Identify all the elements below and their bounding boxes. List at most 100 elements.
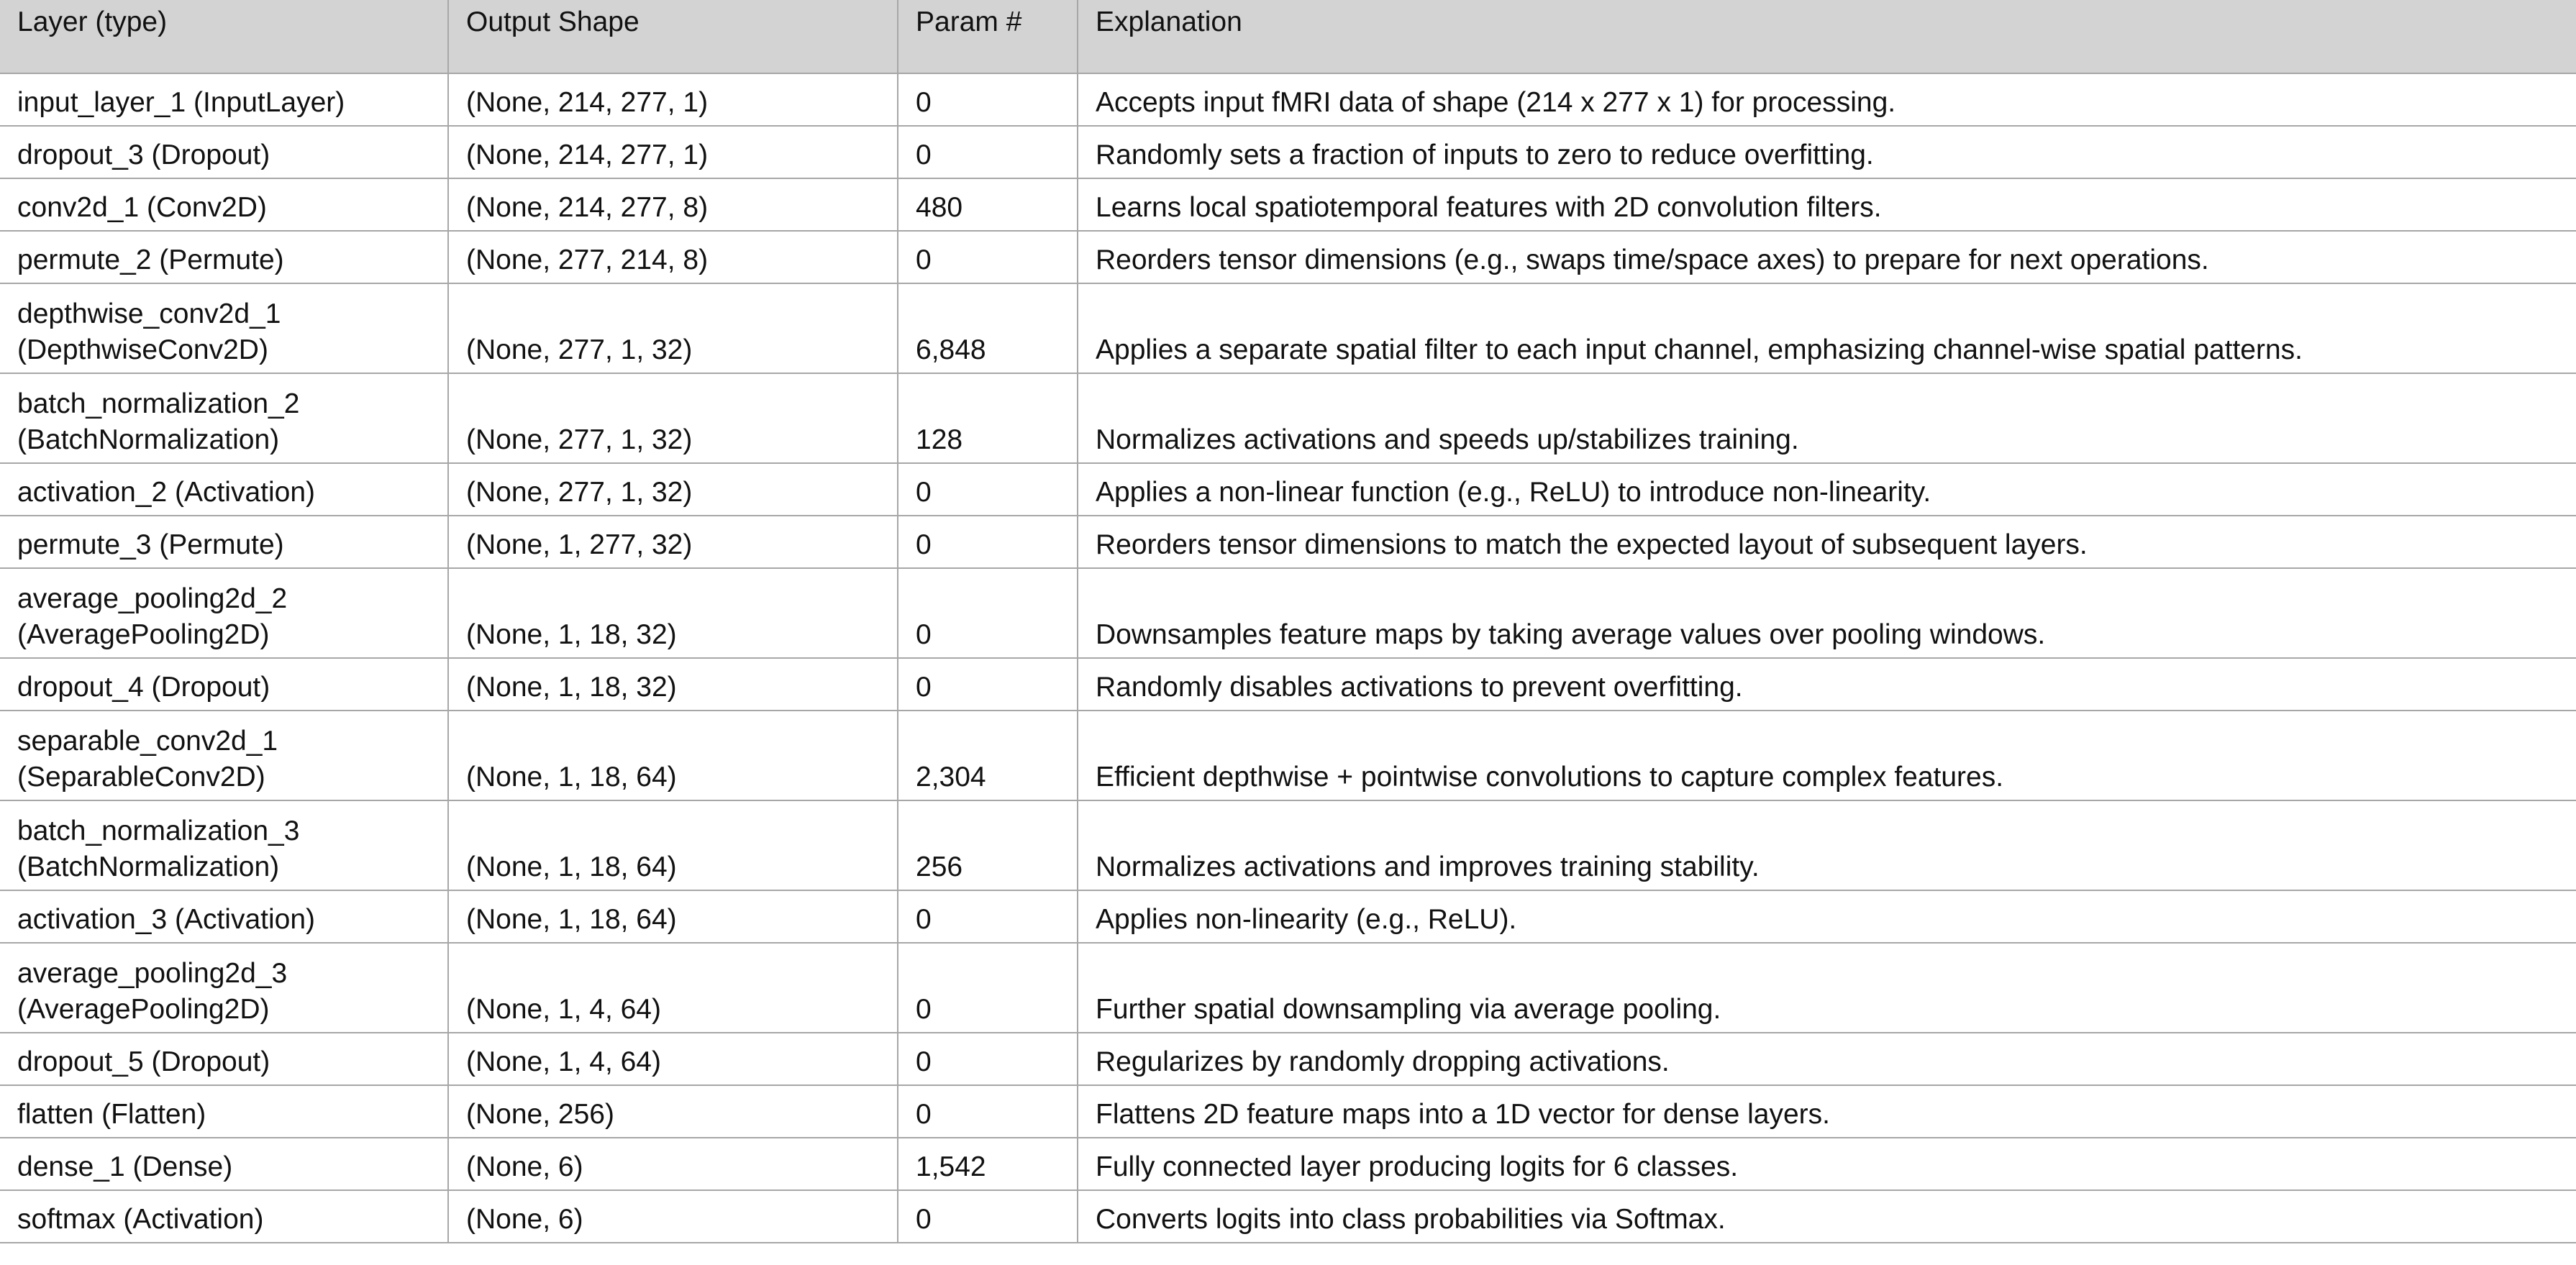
table-row: flatten (Flatten) (None, 256) 0 Flattens 2D… (0, 1085, 2576, 1138)
layer-type-cell: softmax (Activation) (0, 1190, 448, 1243)
output-shape-cell: (None, 277, 1, 32) (447, 373, 898, 464)
layer-type-cell: conv2d_1 (Conv2D) (0, 178, 448, 232)
table-row: dropout_5 (Dropout) (None, 1, 4, 64) 0 Regu… (0, 1033, 2576, 1086)
output-shape-cell: (None, 256) (447, 1085, 898, 1138)
output-shape-cell: (None, 1, 4, 64) (447, 943, 898, 1033)
explanation-cell: Randomly sets a fraction of inputs to ze… (1077, 126, 2576, 179)
explanation-cell: Converts logits into class probabilities… (1077, 1190, 2576, 1243)
output-shape-cell: (None, 1, 18, 32) (447, 568, 898, 659)
layer-type-line: (BatchNormalization) (17, 851, 280, 882)
explanation-cell: Fully connected layer producing logits f… (1077, 1138, 2576, 1191)
table-row: batch_normalization_2 (BatchNormalization… (0, 373, 2576, 464)
header-output-shape: Output Shape (447, 0, 898, 74)
layer-type-cell: batch_normalization_3 (BatchNormalization… (0, 800, 448, 891)
table-row: permute_2 (Permute) (None, 277, 214, 8) 0 R… (0, 231, 2576, 284)
layer-type-cell: activation_2 (Activation) (0, 463, 448, 516)
param-count-cell: 6,848 (897, 283, 1078, 374)
layer-type-line: (DepthwiseConv2D) (17, 334, 268, 365)
layer-type-line: separable_conv2d_1 (17, 726, 278, 757)
output-shape-cell: (None, 214, 277, 1) (447, 73, 898, 127)
layer-type-line: batch_normalization_2 (17, 388, 300, 419)
table-body: input_layer_1 (InputLayer) (None, 214, 27… (0, 73, 2576, 1243)
layer-type-cell: depthwise_conv2d_1 (DepthwiseConv2D) (0, 283, 448, 374)
param-count-cell: 0 (897, 231, 1078, 284)
output-shape-cell: (None, 277, 1, 32) (447, 283, 898, 374)
table-row: input_layer_1 (InputLayer) (None, 214, 27… (0, 73, 2576, 127)
output-shape-cell: (None, 1, 18, 64) (447, 800, 898, 891)
layer-type-line: permute_3 (Permute) (17, 529, 284, 560)
layer-type-cell: dense_1 (Dense) (0, 1138, 448, 1191)
header-explanation: Explanation (1077, 0, 2576, 74)
layer-type-line: permute_2 (Permute) (17, 245, 284, 275)
table-row: dropout_4 (Dropout) (None, 1, 18, 32) 0 Ran… (0, 658, 2576, 711)
explanation-cell: Randomly disables activations to prevent… (1077, 658, 2576, 711)
output-shape-cell: (None, 1, 18, 64) (447, 711, 898, 801)
output-shape-cell: (None, 6) (447, 1190, 898, 1243)
param-count-cell: 0 (897, 516, 1078, 569)
output-shape-cell: (None, 214, 277, 1) (447, 126, 898, 179)
param-count-cell: 0 (897, 943, 1078, 1033)
table-row: separable_conv2d_1 (SeparableConv2D) (None… (0, 711, 2576, 801)
explanation-cell: Downsamples feature maps by taking avera… (1077, 568, 2576, 659)
layer-type-cell: batch_normalization_2 (BatchNormalization… (0, 373, 448, 464)
explanation-cell: Learns local spatiotemporal features wit… (1077, 178, 2576, 232)
table-row: average_pooling2d_2 (AveragePooling2D) (No… (0, 568, 2576, 659)
layer-type-cell: average_pooling2d_2 (AveragePooling2D) (0, 568, 448, 659)
explanation-cell: Regularizes by randomly dropping activat… (1077, 1033, 2576, 1086)
layer-type-cell: dropout_3 (Dropout) (0, 126, 448, 179)
param-count-cell: 2,304 (897, 711, 1078, 801)
explanation-cell: Flattens 2D feature maps into a 1D vecto… (1077, 1085, 2576, 1138)
param-count-cell: 0 (897, 1033, 1078, 1086)
param-count-cell: 0 (897, 1190, 1078, 1243)
table-header: Layer (type) Output Shape Param # Explan… (0, 0, 2576, 74)
layer-type-cell: separable_conv2d_1 (SeparableConv2D) (0, 711, 448, 801)
layer-type-cell: dropout_5 (Dropout) (0, 1033, 448, 1086)
explanation-cell: Efficient depthwise + pointwise convolut… (1077, 711, 2576, 801)
explanation-cell: Normalizes activations and improves trai… (1077, 800, 2576, 891)
layer-type-cell: dropout_4 (Dropout) (0, 658, 448, 711)
explanation-cell: Accepts input fMRI data of shape (214 x … (1077, 73, 2576, 127)
table-row: dropout_3 (Dropout) (None, 214, 277, 1) 0 R… (0, 126, 2576, 179)
table-row: permute_3 (Permute) (None, 1, 277, 32) 0 Re… (0, 516, 2576, 569)
layer-type-line: dropout_5 (Dropout) (17, 1046, 270, 1077)
explanation-cell: Reorders tensor dimensions to match the … (1077, 516, 2576, 569)
header-layer-type: Layer (type) (0, 0, 448, 74)
param-count-cell: 480 (897, 178, 1078, 232)
table-row: conv2d_1 (Conv2D) (None, 214, 277, 8) 480 L… (0, 178, 2576, 232)
output-shape-cell: (None, 1, 277, 32) (447, 516, 898, 569)
param-count-cell: 0 (897, 658, 1078, 711)
param-count-cell: 128 (897, 373, 1078, 464)
param-count-cell: 0 (897, 463, 1078, 516)
param-count-cell: 1,542 (897, 1138, 1078, 1191)
output-shape-cell: (None, 277, 214, 8) (447, 231, 898, 284)
layer-type-line: average_pooling2d_2 (17, 583, 288, 614)
param-count-cell: 0 (897, 73, 1078, 127)
param-count-cell: 0 (897, 126, 1078, 179)
layer-type-line: input_layer_1 (InputLayer) (17, 87, 345, 118)
output-shape-cell: (None, 1, 18, 64) (447, 890, 898, 944)
explanation-cell: Normalizes activations and speeds up/sta… (1077, 373, 2576, 464)
output-shape-cell: (None, 1, 18, 32) (447, 658, 898, 711)
layer-type-cell: permute_2 (Permute) (0, 231, 448, 284)
output-shape-cell: (None, 214, 277, 8) (447, 178, 898, 232)
param-count-cell: 0 (897, 890, 1078, 944)
layer-type-cell: flatten (Flatten) (0, 1085, 448, 1138)
layer-type-cell: average_pooling2d_3 (AveragePooling2D) (0, 943, 448, 1033)
param-count-cell: 0 (897, 1085, 1078, 1138)
explanation-cell: Reorders tensor dimensions (e.g., swaps … (1077, 231, 2576, 284)
output-shape-cell: (None, 277, 1, 32) (447, 463, 898, 516)
header-param-count: Param # (897, 0, 1078, 74)
explanation-cell: Applies non-linearity (e.g., ReLU). (1077, 890, 2576, 944)
explanation-cell: Applies a separate spatial filter to eac… (1077, 283, 2576, 374)
layer-type-line: activation_3 (Activation) (17, 904, 316, 935)
layer-type-line: depthwise_conv2d_1 (17, 298, 281, 329)
layer-type-line: activation_2 (Activation) (17, 477, 316, 508)
table-row: batch_normalization_3 (BatchNormalization… (0, 800, 2576, 891)
table-row: softmax (Activation) (None, 6) 0 Converts l… (0, 1190, 2576, 1243)
explanation-cell: Applies a non-linear function (e.g., ReL… (1077, 463, 2576, 516)
param-count-cell: 0 (897, 568, 1078, 659)
layer-type-cell: activation_3 (Activation) (0, 890, 448, 944)
explanation-cell: Further spatial downsampling via average… (1077, 943, 2576, 1033)
table-row: activation_2 (Activation) (None, 277, 1, … (0, 463, 2576, 516)
